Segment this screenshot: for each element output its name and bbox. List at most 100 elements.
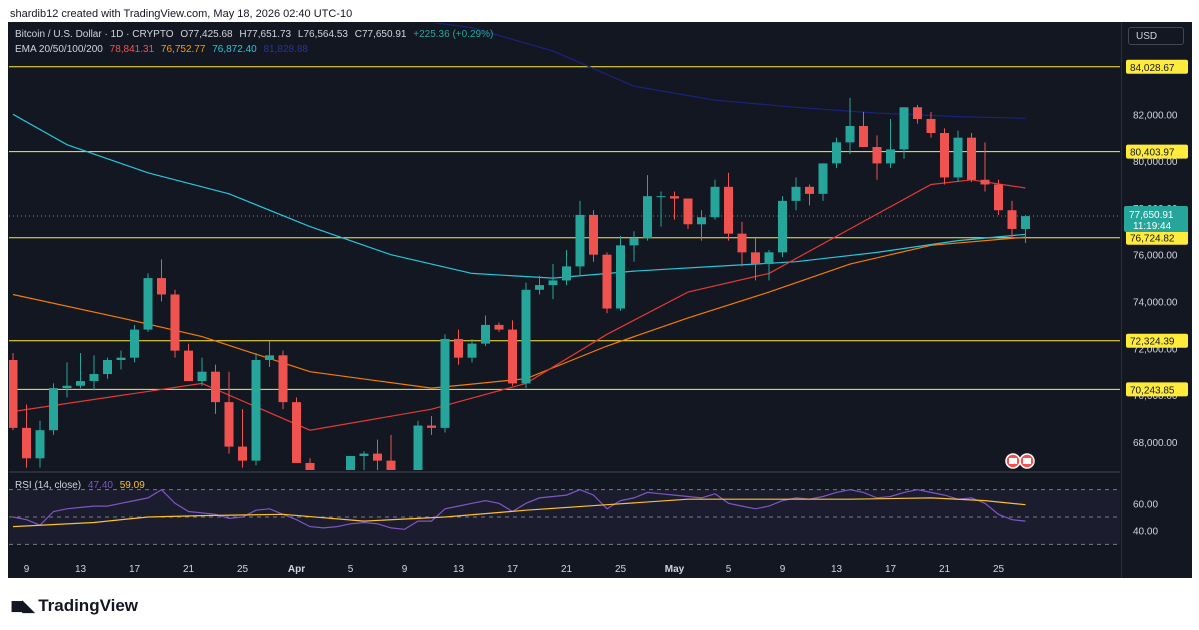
candle-body[interactable] <box>278 355 288 403</box>
price-axis-panel[interactable] <box>1121 22 1192 578</box>
candle-body[interactable] <box>373 453 382 461</box>
candle-body[interactable] <box>670 196 679 199</box>
candle-body[interactable] <box>103 360 112 375</box>
tv-logo-icon: ◼◣ <box>10 596 35 615</box>
level-price-label: 70,243.85 <box>1130 385 1175 396</box>
candle-body[interactable] <box>535 285 544 290</box>
candle-body[interactable] <box>629 238 639 246</box>
candle-body[interactable] <box>22 427 31 459</box>
candle-body[interactable] <box>980 179 990 185</box>
candle-body[interactable] <box>481 324 490 344</box>
candle-body[interactable] <box>643 196 652 239</box>
candle-body[interactable] <box>764 252 774 265</box>
candle-body[interactable] <box>994 184 1003 211</box>
candle-body[interactable] <box>427 425 436 428</box>
candle-body[interactable] <box>76 381 85 386</box>
level-price-tag <box>1126 333 1188 348</box>
level-price-tag <box>1126 382 1188 397</box>
candle-body[interactable] <box>386 460 396 487</box>
legend-low: L76,564.53 <box>297 29 348 40</box>
candle-body[interactable] <box>575 214 585 267</box>
rsi-tick-label: 40.00 <box>1133 527 1158 538</box>
candle-body[interactable] <box>116 357 126 361</box>
candle-body[interactable] <box>805 186 814 194</box>
candle-body[interactable] <box>1021 216 1030 229</box>
candle-body[interactable] <box>778 200 787 253</box>
tradingview-logo: ◼◣ TradingView <box>10 596 138 616</box>
candle-body[interactable] <box>656 196 666 198</box>
candle-body[interactable] <box>832 142 841 164</box>
candle-body[interactable] <box>859 125 868 148</box>
candle-body[interactable] <box>130 329 139 358</box>
x-tick-label: 17 <box>507 564 519 575</box>
candle-body[interactable] <box>751 252 760 265</box>
candle-body[interactable] <box>737 233 747 253</box>
candle-body[interactable] <box>413 425 423 494</box>
x-tick-label: 21 <box>561 564 573 575</box>
candle-body[interactable] <box>899 107 909 150</box>
candle-body[interactable] <box>224 402 234 447</box>
candle-body[interactable] <box>724 186 733 234</box>
candle-body[interactable] <box>467 343 477 358</box>
candle-body[interactable] <box>710 186 720 218</box>
candle-body[interactable] <box>913 107 922 119</box>
x-tick-label: 25 <box>237 564 249 575</box>
candle-body[interactable] <box>305 462 315 498</box>
candle-body[interactable] <box>562 266 571 281</box>
candle-body[interactable] <box>845 125 855 143</box>
candle-body[interactable] <box>454 338 463 358</box>
candle-body[interactable] <box>967 137 976 180</box>
candle-body[interactable] <box>953 137 963 178</box>
price-tick-label: 80,000.00 <box>1133 157 1178 168</box>
candle-body[interactable] <box>616 245 625 309</box>
x-tick-label: May <box>665 564 685 575</box>
x-tick-label: 21 <box>939 564 951 575</box>
candle-body[interactable] <box>157 278 166 295</box>
candle-body[interactable] <box>211 371 220 403</box>
candle-body[interactable] <box>548 280 558 286</box>
candle-body[interactable] <box>238 446 247 461</box>
currency-button[interactable]: USD <box>1128 27 1184 45</box>
candle-body[interactable] <box>602 254 612 309</box>
ema20-line <box>12 179 1026 431</box>
candle-body[interactable] <box>886 149 895 164</box>
candle-body[interactable] <box>9 360 18 428</box>
x-tick-label: 13 <box>75 564 87 575</box>
candle-body[interactable] <box>683 198 693 225</box>
candle-body[interactable] <box>440 338 450 428</box>
candle-body[interactable] <box>926 118 936 133</box>
chart-frame[interactable] <box>8 22 1121 578</box>
candle-body[interactable] <box>697 217 706 225</box>
ema100-line <box>12 113 1026 279</box>
candle-body[interactable] <box>940 132 949 178</box>
candle-body[interactable] <box>818 163 828 194</box>
candle-body[interactable] <box>170 294 180 351</box>
candle-body[interactable] <box>197 371 207 382</box>
event-flag-icon <box>1023 458 1031 464</box>
candle-body[interactable] <box>872 147 882 164</box>
candle-body[interactable] <box>359 453 369 456</box>
level-price-tag <box>1126 144 1188 159</box>
candle-body[interactable] <box>35 430 45 459</box>
candle-body[interactable] <box>791 186 801 201</box>
candle-body[interactable] <box>346 455 355 489</box>
candle-body[interactable] <box>508 329 517 384</box>
candle-body[interactable] <box>184 350 193 382</box>
candle-body[interactable] <box>292 402 301 463</box>
candle-body[interactable] <box>494 324 504 330</box>
candle-body[interactable] <box>589 214 598 255</box>
candle-body[interactable] <box>89 374 99 382</box>
candle-body[interactable] <box>1007 210 1017 229</box>
last-price-label: 77,650.91 <box>1129 210 1174 221</box>
legend-ema50: 76,752.77 <box>160 44 206 55</box>
legend-title: Bitcoin / U.S. Dollar · 1D · CRYPTO <box>15 29 174 40</box>
candle-body[interactable] <box>62 385 72 389</box>
candle-body[interactable] <box>143 278 153 330</box>
candle-body[interactable] <box>49 388 58 431</box>
candle-body[interactable] <box>521 289 531 384</box>
candle-body[interactable] <box>251 360 261 461</box>
brand-text: TradingView <box>38 596 139 615</box>
legend-change: +225.36 (+0.29%) <box>413 29 494 40</box>
candle-body[interactable] <box>265 355 274 361</box>
